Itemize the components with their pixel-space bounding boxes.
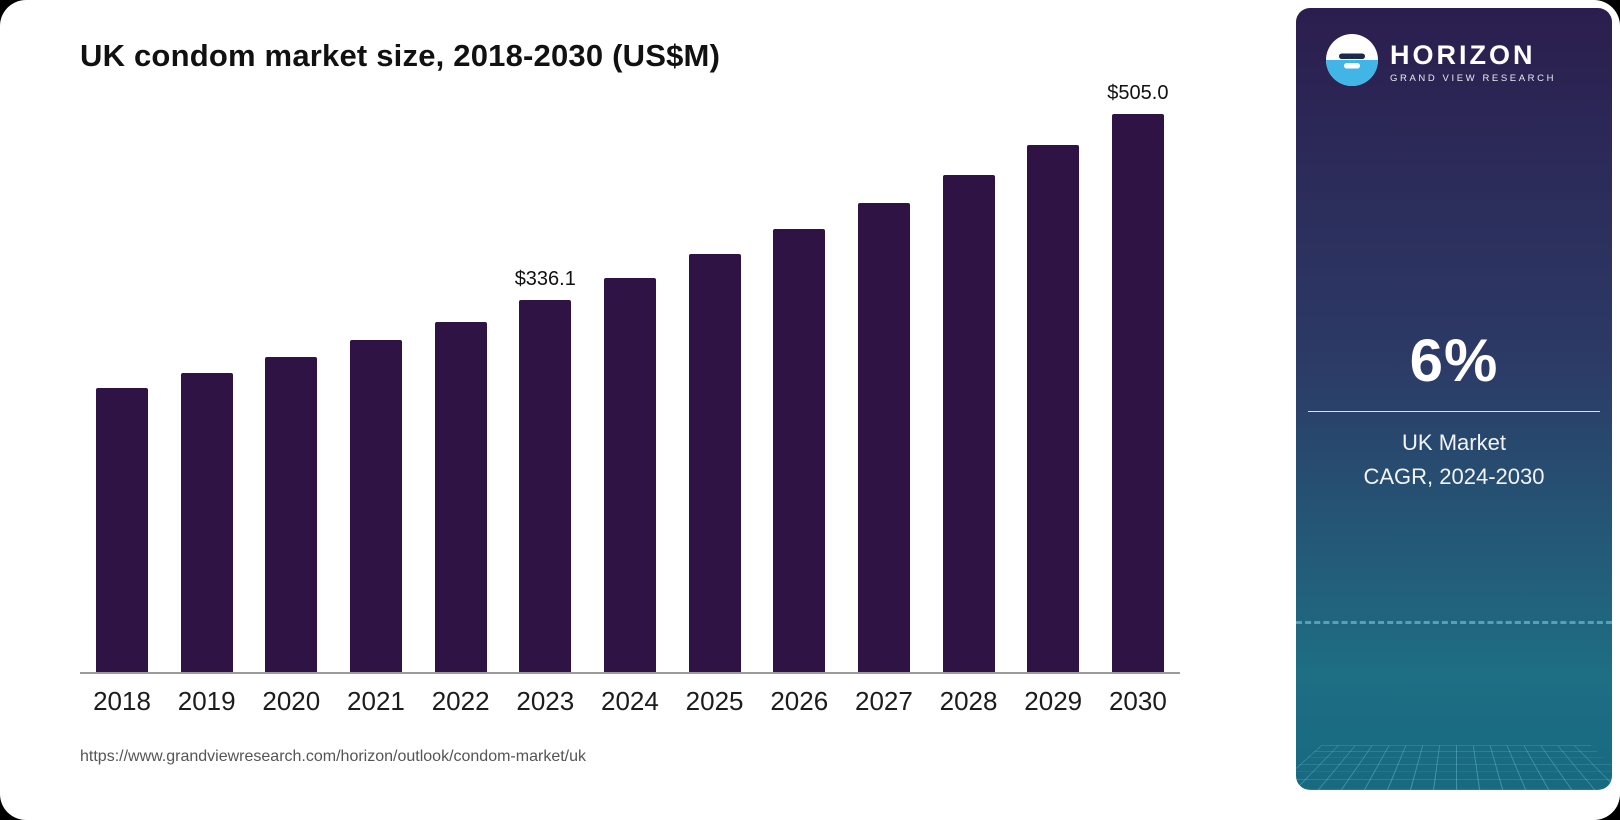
mesh-grid xyxy=(1296,745,1612,790)
bar-column-2019 xyxy=(165,373,249,672)
plot-area: $336.1 $505.0 xyxy=(80,82,1180,674)
bar-value-label-2023: $336.1 xyxy=(514,268,576,290)
x-axis-label-2025: 2025 xyxy=(685,686,744,716)
bar-2021 xyxy=(349,340,402,672)
source-url: https://www.grandviewresearch.com/horizo… xyxy=(80,748,586,765)
bar-2020 xyxy=(265,357,318,672)
bar-column-2018 xyxy=(80,388,164,672)
bar-column-2023: $336.1 xyxy=(503,268,587,672)
x-axis-label-2028: 2028 xyxy=(939,686,998,716)
x-axis: 2018 2019 2020 2021 2022 2023 2024 2025 2026 2027… xyxy=(80,686,1180,717)
x-axis-label-2019: 2019 xyxy=(177,686,236,716)
mesh-dashed-line xyxy=(1296,621,1612,624)
x-axis-label-2020: 2020 xyxy=(262,686,321,716)
bar-2026 xyxy=(773,229,826,672)
bar-column-2029 xyxy=(1011,145,1095,672)
bar-2018 xyxy=(96,388,148,672)
x-axis-label-2026: 2026 xyxy=(770,686,829,716)
bar-2022 xyxy=(434,322,487,672)
bar-2019 xyxy=(180,373,233,672)
bar-column-2026 xyxy=(757,229,841,672)
stat-divider xyxy=(1308,411,1600,412)
bar-2028 xyxy=(942,175,995,672)
wireframe-mesh-decoration xyxy=(1296,615,1612,790)
stat-label-line1: UK Market xyxy=(1402,430,1506,455)
bar-2030 xyxy=(1111,114,1164,672)
x-axis-label-2029: 2029 xyxy=(1024,686,1083,716)
bar-column-2022 xyxy=(419,322,503,672)
x-axis-label-2030: 2030 xyxy=(1108,686,1167,716)
bar-column-2020 xyxy=(249,357,333,672)
x-axis-label-2022: 2022 xyxy=(431,686,490,716)
bar-2025 xyxy=(688,254,741,672)
bar-column-2025 xyxy=(673,254,757,672)
bar-2027 xyxy=(857,203,910,672)
brand-text-block: HORIZON GRAND VIEW RESEARCH xyxy=(1390,40,1557,84)
stat-block: 6% UK Market CAGR, 2024-2030 xyxy=(1296,326,1612,494)
bar-2024 xyxy=(603,278,656,672)
bar-value-label-2030: $505.0 xyxy=(1107,82,1169,104)
x-axis-label-2027: 2027 xyxy=(854,686,913,716)
bar-2029 xyxy=(1027,145,1080,672)
horizon-logo-icon xyxy=(1326,34,1378,91)
bar-column-2028 xyxy=(927,175,1011,672)
x-axis-label-2021: 2021 xyxy=(347,686,405,716)
x-axis-label-2018: 2018 xyxy=(93,686,151,716)
bar-column-2030: $505.0 xyxy=(1096,82,1180,672)
bar-column-2024 xyxy=(588,278,672,672)
brand-sidebar: HORIZON GRAND VIEW RESEARCH 6% UK Market… xyxy=(1296,8,1612,790)
bar-column-2021 xyxy=(334,340,418,672)
bar-column-2027 xyxy=(842,203,926,672)
brand-row: HORIZON GRAND VIEW RESEARCH xyxy=(1326,34,1556,91)
stat-label-line2: CAGR, 2024-2030 xyxy=(1363,464,1545,490)
x-axis-label-2023: 2023 xyxy=(516,686,575,716)
brand-subtitle: GRAND VIEW RESEARCH xyxy=(1390,72,1557,84)
x-axis-label-2024: 2024 xyxy=(601,686,659,716)
stat-value: 6% xyxy=(1409,327,1499,394)
chart-title: UK condom market size, 2018-2030 (US$M) xyxy=(80,38,721,73)
brand-name: HORIZON xyxy=(1390,40,1536,71)
bar-2023 xyxy=(519,300,572,672)
